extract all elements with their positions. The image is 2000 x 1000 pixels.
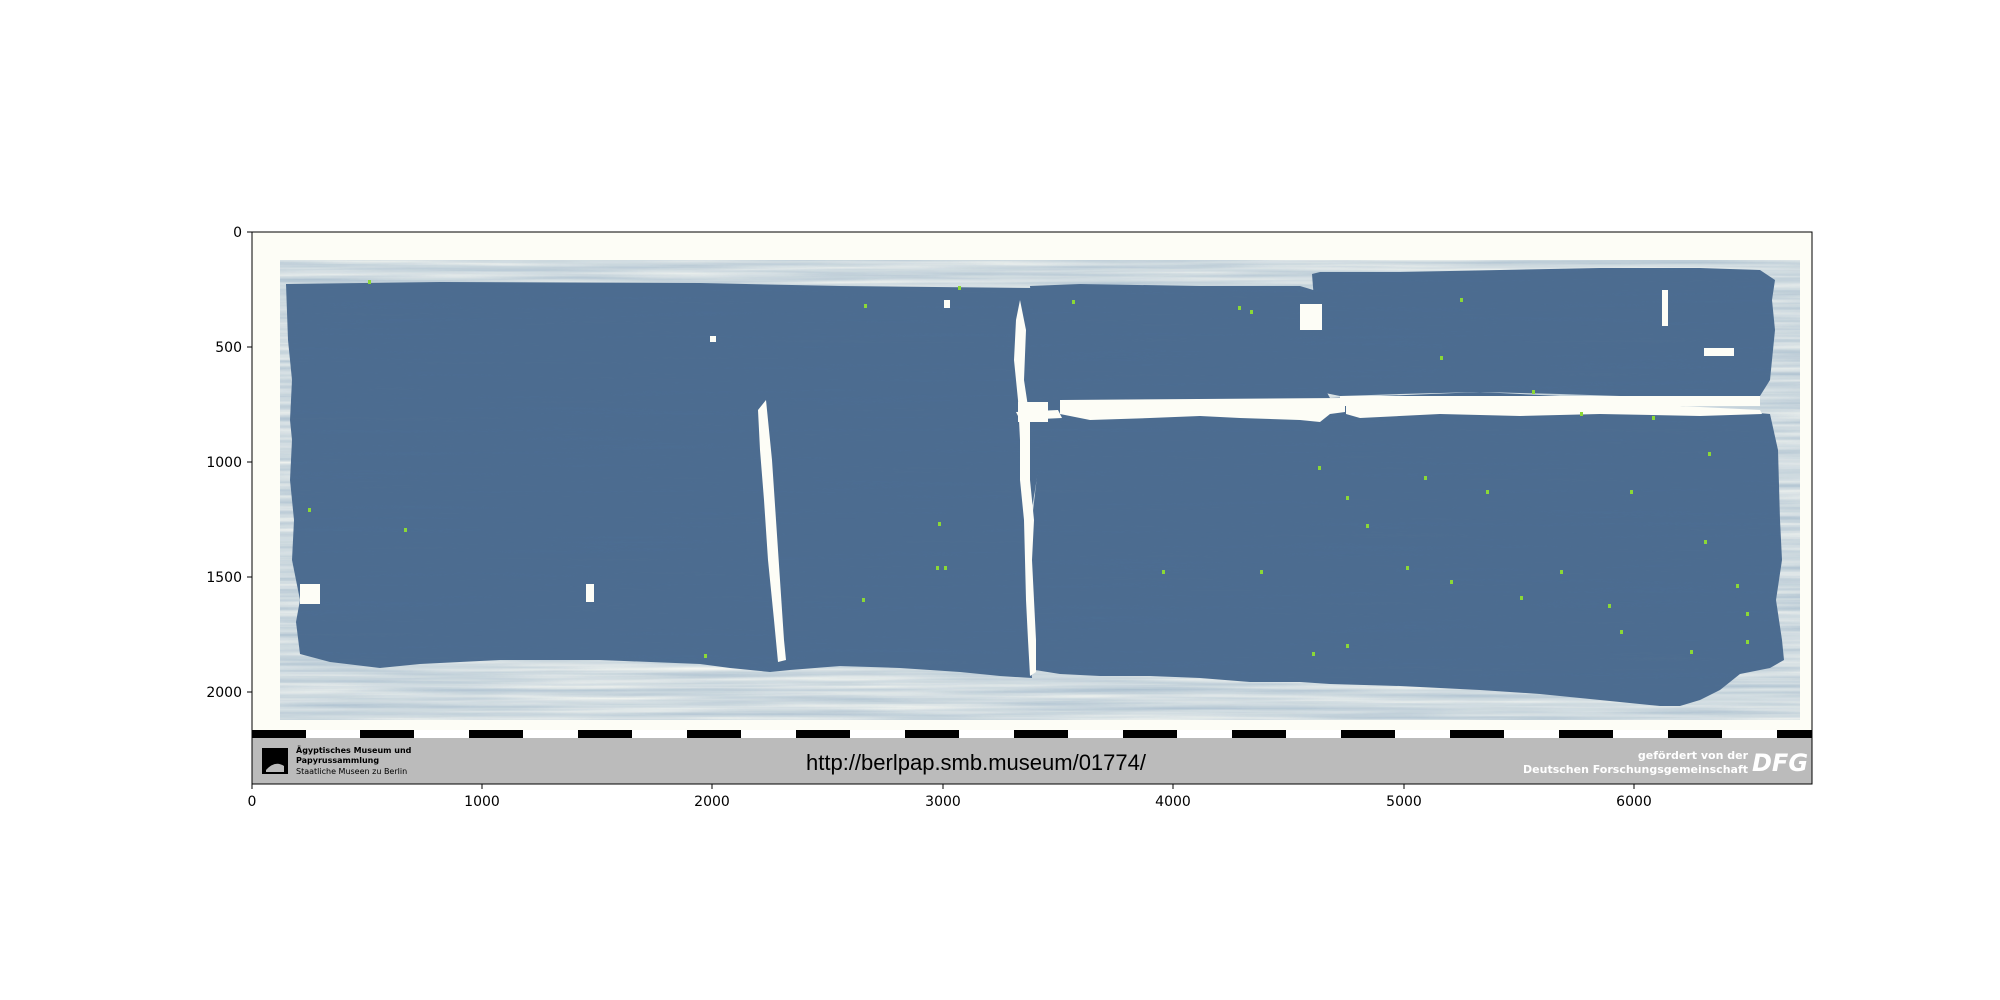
y-tick-label: 1500 (206, 570, 242, 586)
y-tick-label: 1000 (206, 455, 242, 471)
x-tick-label: 2000 (694, 794, 730, 810)
y-axis: 0 500 1000 1500 2000 (206, 225, 252, 701)
x-tick-label: 0 (248, 794, 257, 810)
x-tick-label: 6000 (1616, 794, 1652, 810)
x-tick-label: 3000 (925, 794, 961, 810)
museum-name-line2: Papyrussammlung (296, 756, 379, 765)
plot-area: Ägyptisches Museum und Papyrussammlung S… (251, 231, 1813, 785)
museum-name-line1: Ägyptisches Museum und (296, 745, 412, 755)
y-tick-label: 0 (233, 225, 242, 241)
museum-logo-icon (262, 748, 288, 774)
dfg-logo: DFG (1752, 749, 1808, 777)
footer-url: http://berlpap.smb.museum/01774/ (806, 750, 1147, 775)
funding-line2: Deutschen Forschungsgemeinschaft (1523, 763, 1748, 776)
papyrus (280, 260, 1800, 720)
y-tick-label: 500 (215, 340, 242, 356)
x-tick-label: 5000 (1386, 794, 1422, 810)
x-axis: 0 1000 2000 3000 4000 5000 6000 (248, 784, 1652, 810)
plot-frame (251, 231, 1813, 785)
museum-name-line3: Staatliche Museen zu Berlin (296, 767, 407, 776)
papyrus-gaps (300, 290, 1762, 676)
papyrus-fiber-texture (280, 260, 1800, 720)
footer-band: Ägyptisches Museum und Papyrussammlung S… (252, 738, 1812, 784)
x-tick-label: 1000 (464, 794, 500, 810)
funding-line1: gefördert von der (1638, 749, 1749, 762)
annotation-markers (308, 280, 1749, 658)
x-tick-label: 4000 (1155, 794, 1191, 810)
scale-ruler (252, 730, 1812, 738)
y-tick-label: 2000 (206, 685, 242, 701)
